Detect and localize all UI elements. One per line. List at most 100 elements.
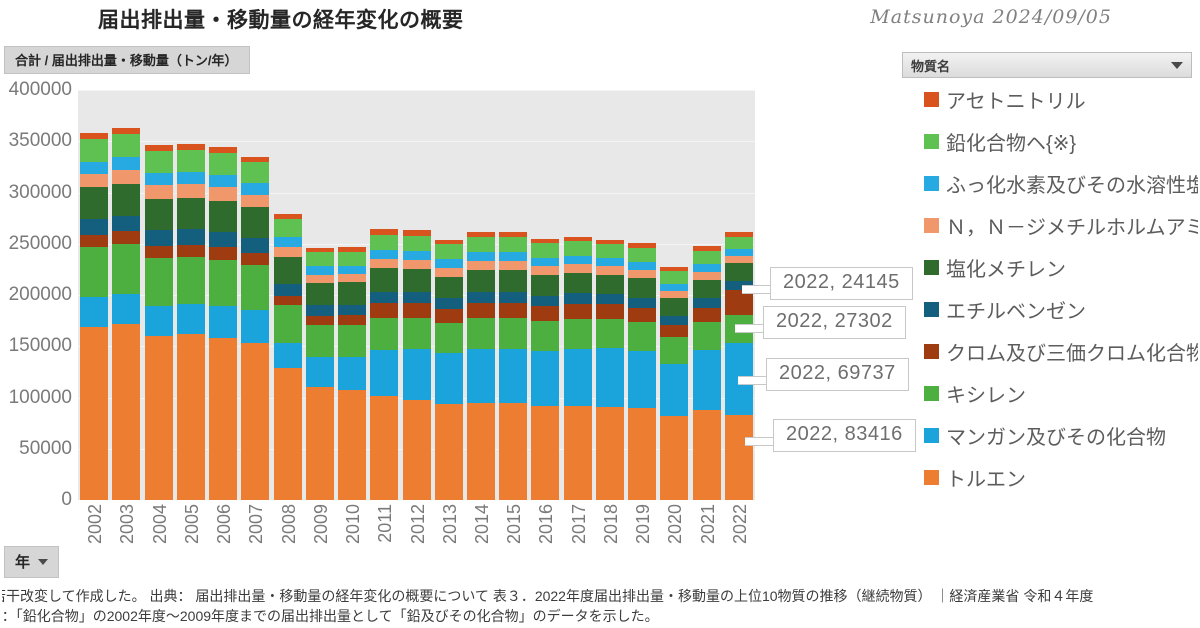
bar-segment[interactable] [660, 271, 689, 284]
bar-segment[interactable] [112, 231, 141, 245]
bar-segment[interactable] [499, 349, 528, 403]
bar-segment[interactable] [112, 293, 141, 325]
bar-2004[interactable] [144, 144, 173, 500]
bar-segment[interactable] [434, 259, 463, 268]
bar-segment[interactable] [209, 175, 238, 188]
bar-segment[interactable] [370, 303, 399, 318]
data-label-callout[interactable]: 2022, 27302 [763, 306, 906, 339]
bar-segment[interactable] [466, 291, 495, 304]
bar-segment[interactable] [692, 251, 721, 265]
bar-segment[interactable] [628, 243, 657, 248]
bar-segment[interactable] [434, 298, 463, 309]
bar-segment[interactable] [144, 230, 173, 246]
bar-segment[interactable] [724, 263, 753, 281]
bar-segment[interactable] [176, 149, 205, 173]
bar-2014[interactable] [466, 231, 495, 500]
bar-segment[interactable] [370, 229, 399, 235]
bar-segment[interactable] [80, 139, 109, 162]
bar-segment[interactable] [370, 268, 399, 292]
bar-segment[interactable] [80, 174, 109, 188]
bar-segment[interactable] [724, 248, 753, 256]
bar-segment[interactable] [273, 214, 302, 219]
bar-segment[interactable] [563, 405, 592, 500]
bar-2021[interactable] [692, 246, 721, 500]
bar-segment[interactable] [209, 306, 238, 339]
bar-segment[interactable] [628, 247, 657, 262]
bar-segment[interactable] [241, 238, 270, 253]
bar-segment[interactable] [209, 260, 238, 307]
bar-segment[interactable] [692, 321, 721, 351]
bar-segment[interactable] [144, 198, 173, 231]
legend-item[interactable]: トルエン [902, 456, 1192, 498]
bar-segment[interactable] [112, 324, 141, 500]
bar-segment[interactable] [241, 343, 270, 500]
bar-segment[interactable] [692, 298, 721, 308]
bar-segment[interactable] [273, 283, 302, 297]
bar-segment[interactable] [563, 318, 592, 350]
bar-segment[interactable] [402, 317, 431, 350]
bar-segment[interactable] [370, 291, 399, 304]
bar-segment[interactable] [692, 409, 721, 500]
bar-segment[interactable] [660, 315, 689, 325]
bar-segment[interactable] [531, 405, 560, 500]
bar-segment[interactable] [499, 402, 528, 500]
bar-segment[interactable] [241, 207, 270, 239]
bar-segment[interactable] [595, 304, 624, 319]
chevron-down-icon[interactable] [38, 558, 49, 565]
bar-segment[interactable] [563, 264, 592, 273]
bar-2011[interactable] [370, 229, 399, 500]
bar-segment[interactable] [144, 144, 173, 151]
bar-segment[interactable] [724, 231, 753, 237]
legend-item[interactable]: マンガン及びその化合物 [902, 414, 1192, 456]
bar-segment[interactable] [499, 236, 528, 252]
bar-segment[interactable] [531, 238, 560, 244]
bar-2019[interactable] [628, 243, 657, 500]
bar-segment[interactable] [692, 279, 721, 299]
bar-segment[interactable] [144, 336, 173, 500]
bar-segment[interactable] [402, 250, 431, 261]
bar-segment[interactable] [370, 350, 399, 397]
bar-segment[interactable] [628, 351, 657, 408]
bar-segment[interactable] [273, 237, 302, 247]
bar-segment[interactable] [305, 324, 334, 357]
bar-segment[interactable] [563, 255, 592, 265]
bar-segment[interactable] [466, 402, 495, 500]
bar-segment[interactable] [273, 367, 302, 500]
bar-segment[interactable] [692, 307, 721, 322]
bar-segment[interactable] [370, 249, 399, 260]
bar-2022[interactable] [724, 231, 753, 500]
bar-segment[interactable] [499, 291, 528, 304]
bar-2020[interactable] [660, 267, 689, 500]
bar-segment[interactable] [305, 274, 334, 283]
bar-segment[interactable] [305, 252, 334, 267]
bar-segment[interactable] [112, 127, 141, 135]
bar-segment[interactable] [370, 317, 399, 351]
bar-segment[interactable] [241, 310, 270, 344]
bar-2016[interactable] [531, 238, 560, 500]
bar-segment[interactable] [112, 157, 141, 170]
bar-segment[interactable] [338, 265, 367, 275]
bar-segment[interactable] [595, 274, 624, 294]
legend-item[interactable]: 塩化メチレン [902, 246, 1192, 288]
legend-header[interactable]: 物質名 [902, 52, 1192, 78]
bar-segment[interactable] [273, 246, 302, 258]
bar-segment[interactable] [241, 183, 270, 196]
bar-segment[interactable] [724, 255, 753, 264]
bar-segment[interactable] [273, 343, 302, 368]
bar-segment[interactable] [563, 241, 592, 256]
bar-segment[interactable] [466, 252, 495, 262]
bar-segment[interactable] [176, 304, 205, 334]
bar-segment[interactable] [466, 261, 495, 271]
bar-segment[interactable] [80, 161, 109, 175]
bar-segment[interactable] [499, 261, 528, 271]
bar-segment[interactable] [176, 244, 205, 258]
bar-segment[interactable] [241, 156, 270, 162]
legend-item[interactable]: 鉛化合物ヘ{※} [902, 120, 1192, 162]
bar-segment[interactable] [466, 303, 495, 318]
bar-segment[interactable] [563, 304, 592, 319]
bar-segment[interactable] [724, 290, 753, 316]
bar-segment[interactable] [241, 253, 270, 266]
bar-segment[interactable] [499, 317, 528, 350]
bar-segment[interactable] [563, 272, 592, 294]
bar-segment[interactable] [595, 318, 624, 349]
